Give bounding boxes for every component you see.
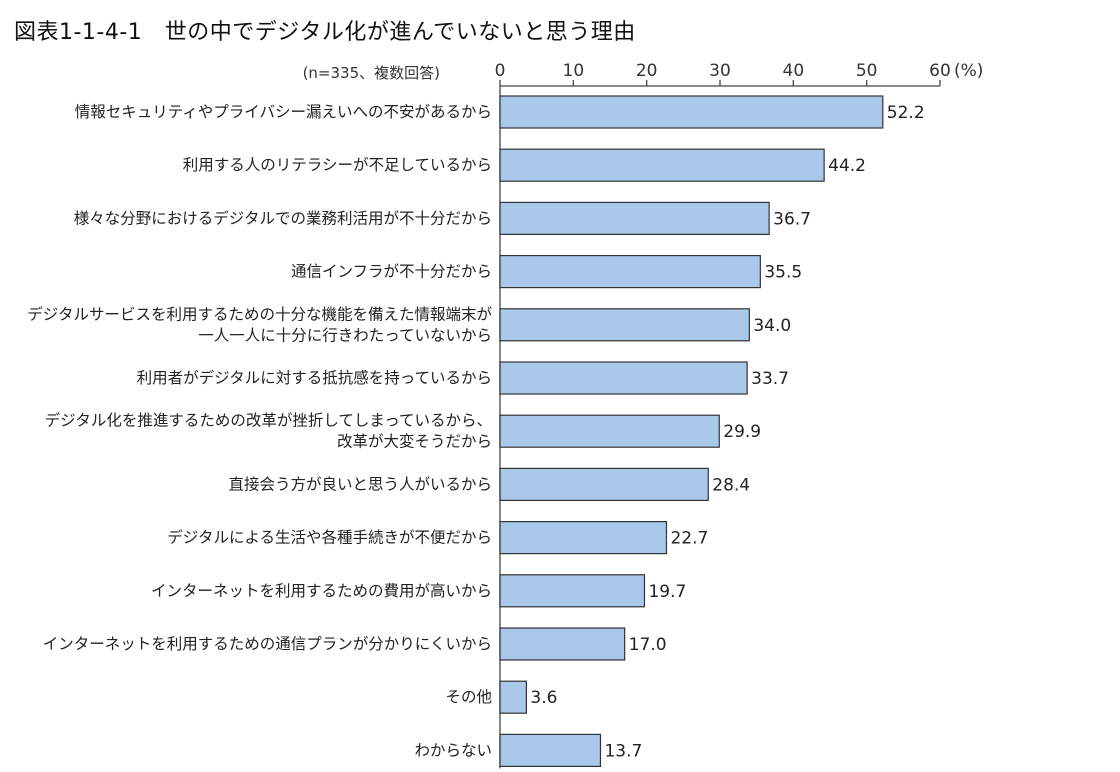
value-label: 52.2 — [887, 103, 925, 123]
category-label: 利用する人のリテラシーが不足しているから — [183, 156, 492, 174]
bar — [499, 680, 527, 714]
value-label: 29.9 — [723, 422, 761, 442]
category-label: 改革が大変そうだから — [337, 433, 492, 451]
category-label: デジタル化を推進するための改革が挫折してしまっているから、 — [45, 411, 492, 430]
x-tick-label: 50 — [856, 61, 878, 81]
x-tick-label: 30 — [709, 61, 731, 81]
value-label: 3.6 — [530, 688, 557, 708]
x-tick-label: 10 — [563, 61, 585, 81]
category-label: 様々な分野におけるデジタルでの業務利活用が不十分だから — [74, 208, 492, 227]
bar — [499, 414, 720, 448]
category-label: 通信インフラが不十分だから — [291, 263, 492, 281]
category-label: 情報セキュリティやプライバシー漏えいへの不安があるから — [75, 103, 492, 121]
value-label: 13.7 — [604, 741, 642, 761]
x-tick-label: 60 — [929, 61, 951, 81]
value-label: 28.4 — [712, 475, 750, 495]
category-label: 一人一人に十分に行きわたっていないから — [198, 326, 492, 344]
bars: 52.2 44.2 36.7 35.5 34.0 33.7 29.9 28.4 22.7 19.7… — [499, 95, 925, 768]
bar — [499, 148, 825, 182]
category-label: 直接会う方が良いと思う人がいるから — [228, 475, 492, 493]
bar — [499, 467, 709, 501]
category-label: 利用者がデジタルに対する抵抗感を持っているから — [137, 368, 492, 387]
value-label: 17.0 — [629, 635, 667, 655]
value-label: 44.2 — [828, 156, 866, 176]
x-axis-ticks: 0 10 20 30 40 50 60 (%) — [495, 61, 983, 769]
bar — [499, 361, 748, 395]
category-labels: 情報セキュリティやプライバシー漏えいへの不安があるから利用する人のリテラシーが不… — [27, 103, 492, 759]
x-tick-label: 20 — [636, 61, 658, 81]
bar — [499, 520, 668, 555]
category-label: わからない — [414, 741, 492, 759]
value-label: 19.7 — [648, 582, 686, 602]
category-label: その他 — [445, 688, 492, 706]
bar — [499, 255, 761, 289]
value-label: 35.5 — [764, 263, 802, 283]
value-label: 34.0 — [753, 316, 791, 336]
x-tick-label: 40 — [783, 61, 805, 81]
category-label: インターネットを利用するための通信プランが分かりにくいから — [43, 635, 492, 653]
x-unit-label: (%) — [954, 61, 983, 81]
value-label: 33.7 — [751, 369, 789, 389]
category-label: デジタルサービスを利用するための十分な機能を備えた情報端末が — [27, 304, 492, 323]
value-label: 22.7 — [670, 529, 708, 549]
sample-note: (n=335、複数回答) — [303, 64, 440, 82]
bar — [499, 201, 770, 235]
bar — [499, 95, 884, 129]
value-label: 36.7 — [773, 209, 811, 229]
bar — [499, 733, 602, 768]
category-label: デジタルによる生活や各種手続きが不便だから — [167, 528, 492, 547]
bar — [499, 574, 646, 608]
bar — [499, 308, 750, 342]
category-label: インターネットを利用するための費用が高いから — [151, 582, 492, 600]
chart-title: 図表1-1-4-1 世の中でデジタル化が進んでいないと思う理由 — [14, 20, 636, 45]
bar — [499, 627, 626, 661]
x-tick-label: 0 — [495, 61, 506, 81]
